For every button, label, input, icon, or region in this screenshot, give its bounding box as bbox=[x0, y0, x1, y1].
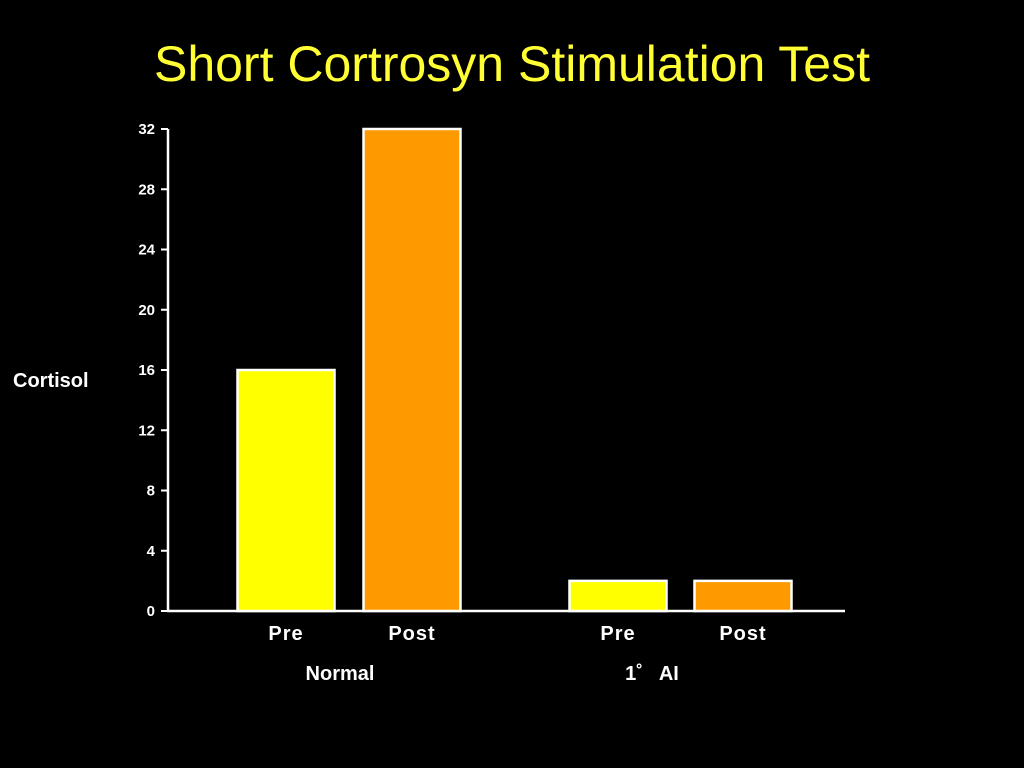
category-label: Post bbox=[388, 623, 435, 645]
y-tick-label: 20 bbox=[138, 302, 155, 319]
bar-post bbox=[693, 579, 793, 613]
category-label: Pre bbox=[268, 623, 303, 645]
y-tick-label: 24 bbox=[138, 242, 155, 259]
y-tick-label: 28 bbox=[138, 181, 155, 198]
bar-pre bbox=[568, 579, 668, 613]
group-label: 1˚ AI bbox=[625, 662, 679, 685]
y-tick-label: 16 bbox=[138, 362, 155, 379]
y-tick-label: 4 bbox=[147, 543, 156, 560]
y-tick-label: 0 bbox=[147, 603, 155, 620]
y-tick-label: 32 bbox=[138, 121, 155, 138]
y-tick-label: 12 bbox=[138, 422, 155, 439]
chart-title: Short Cortrosyn Stimulation Test bbox=[153, 36, 871, 92]
group-label: Normal bbox=[306, 663, 375, 685]
category-label: Post bbox=[719, 623, 766, 645]
bar-pre bbox=[236, 368, 336, 613]
bar-post bbox=[362, 127, 462, 613]
y-tick-label: 8 bbox=[147, 483, 155, 500]
y-axis-label: Cortisol bbox=[13, 370, 89, 392]
category-label: Pre bbox=[600, 623, 635, 645]
